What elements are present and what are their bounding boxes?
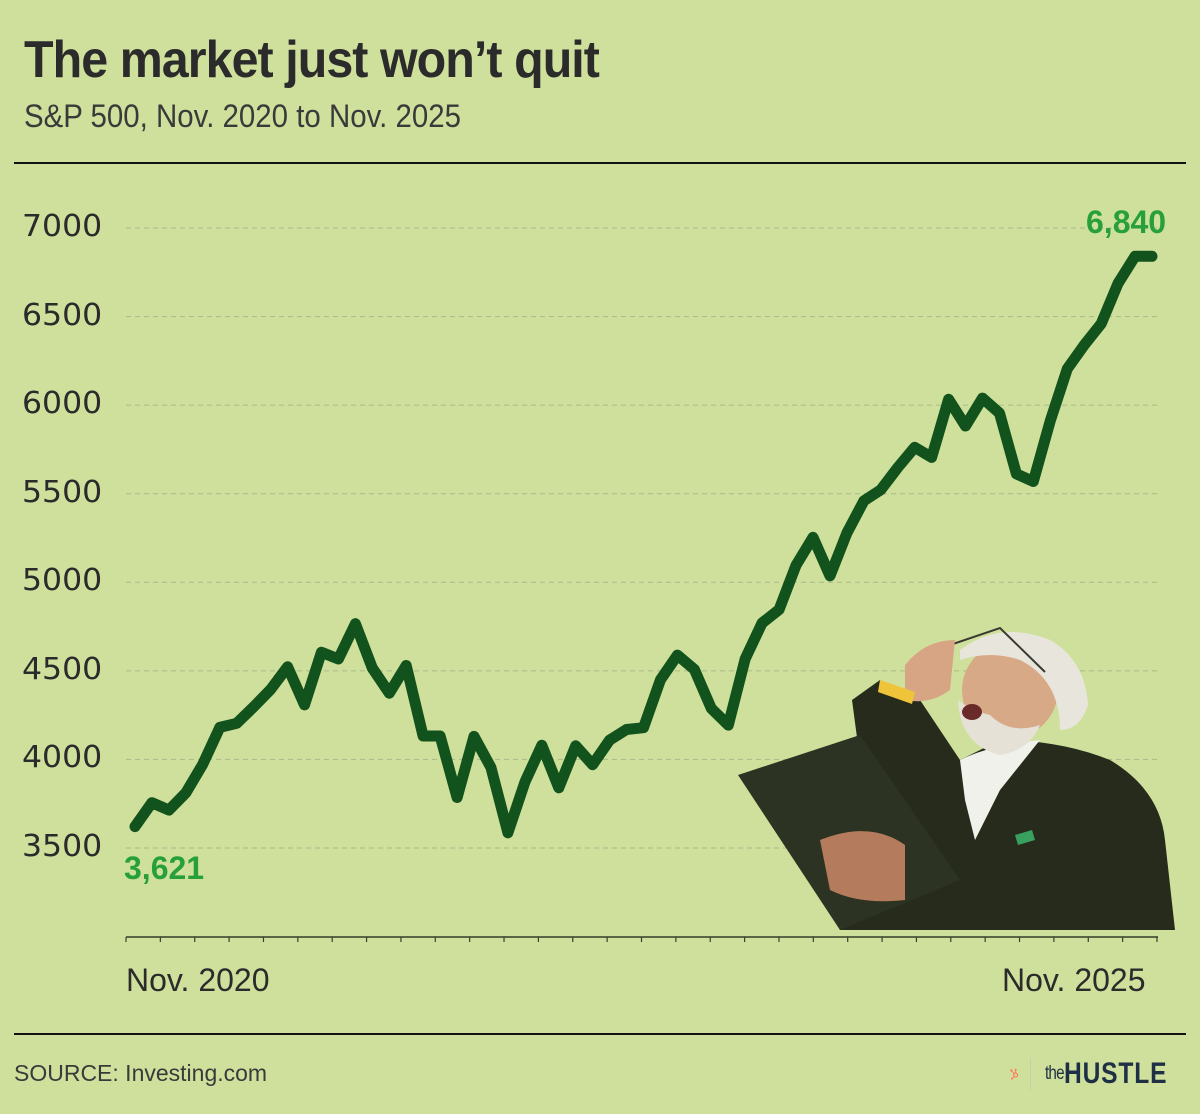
y-tick-label: 6500 [22, 297, 103, 333]
source-note: SOURCE: Investing.com [14, 1060, 268, 1086]
hubspot-sprocket-icon [1010, 1068, 1019, 1080]
y-tick-label: 7000 [22, 209, 103, 244]
logo-hustle: HUSTLE [1064, 1057, 1168, 1090]
x-axis [125, 936, 1158, 942]
logo-the: the [1044, 1063, 1065, 1084]
end-value-annotation: 6,840 [1086, 204, 1167, 240]
chart-subtitle: S&P 500, Nov. 2020 to Nov. 2025 [24, 98, 461, 134]
y-tick-label: 4500 [22, 651, 103, 687]
y-tick-label: 5000 [22, 563, 103, 599]
x-end-label: Nov. 2025 [1002, 962, 1146, 998]
x-start-label: Nov. 2020 [126, 962, 270, 998]
top-divider [14, 162, 1186, 164]
the-hustle-logo: the HUSTLE [1010, 1052, 1190, 1096]
y-tick-label: 5500 [22, 474, 103, 510]
sp500-line [129, 250, 1158, 839]
trader-photo [738, 626, 1175, 930]
gridlines [126, 227, 1158, 849]
y-tick-label: 3500 [22, 829, 103, 864]
y-tick-label: 6000 [22, 386, 103, 422]
bottom-divider [14, 1033, 1186, 1035]
logo-separator [1029, 1058, 1031, 1090]
y-tick-label: 4000 [22, 740, 103, 776]
start-value-annotation: 3,621 [124, 850, 205, 886]
chart-title: The market just won’t quit [24, 31, 600, 89]
